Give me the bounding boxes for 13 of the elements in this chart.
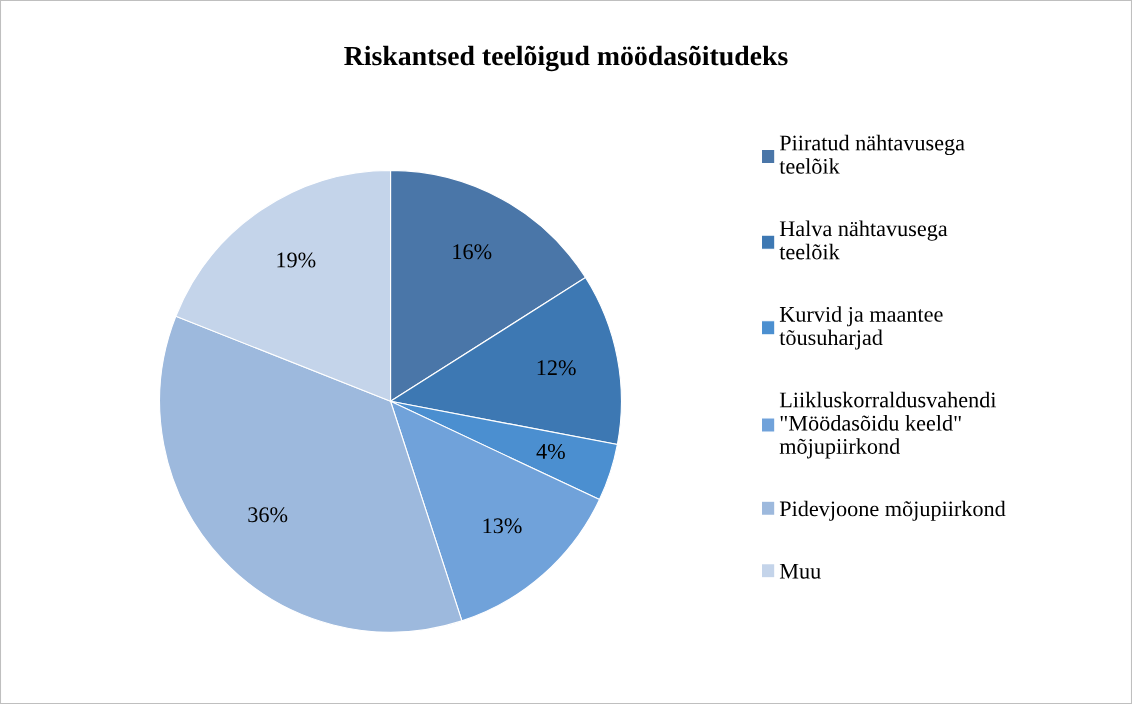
data-label: 12% [537, 360, 576, 376]
legend-label: Halva nähtavusega teelõik [779, 220, 948, 260]
legend-label: Muu [779, 563, 821, 579]
data-label: 13% [483, 518, 522, 534]
data-label: 36% [248, 507, 288, 523]
legend-label: Piiratud nähtavusega teelõik [779, 134, 965, 174]
legend-label: Pidevjoone mõjupiirkond [779, 500, 1006, 521]
data-label: 19% [277, 252, 316, 268]
data-label: 4% [536, 443, 565, 460]
chart-title: Riskantsed teelõigud möödasõitudeks [344, 45, 788, 72]
legend-label: Kurvid ja maantee tõusuharjad [779, 306, 943, 350]
data-label: 16% [453, 244, 492, 260]
legend-label: Liikluskorraldusvahendi "Möödasõidu keeld" mõjupiirkond [779, 391, 997, 459]
